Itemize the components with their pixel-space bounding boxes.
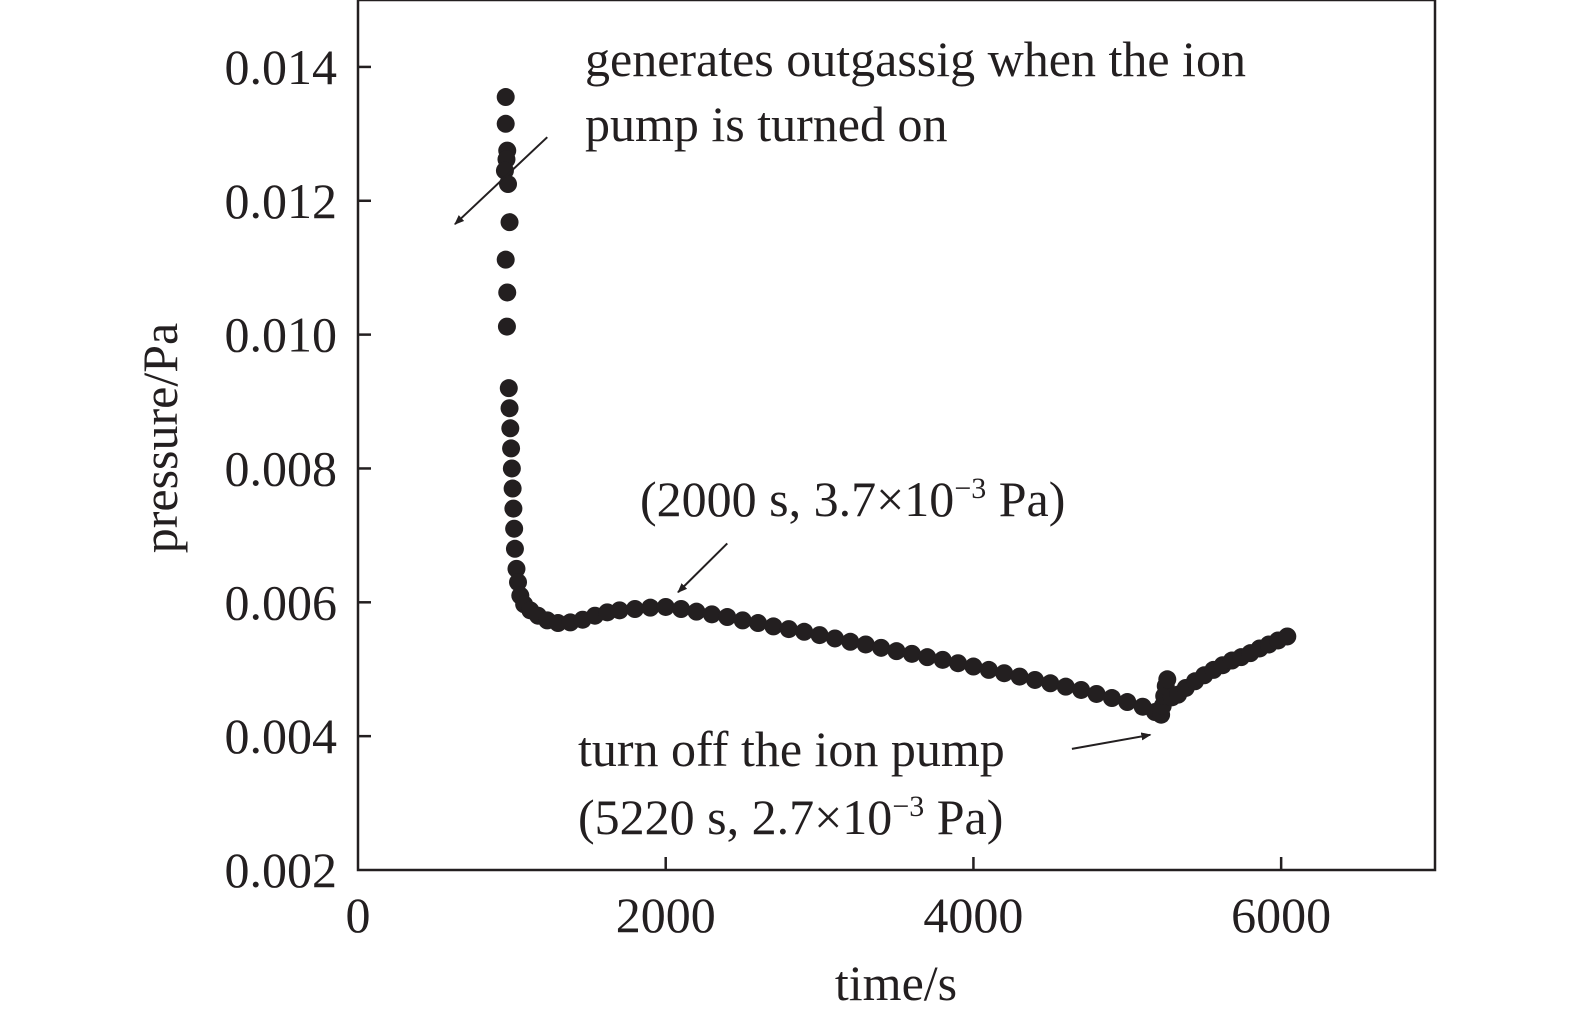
data-point [718,608,737,627]
data-point [496,114,515,133]
annotation-point-2000-exponent: −3 [954,472,986,505]
data-point [504,499,523,518]
data-point [749,614,768,633]
y-axis-title: pressure/Pa [132,323,188,554]
data-point [501,419,520,438]
annotation-pump-off-unit: Pa) [924,789,1003,845]
y-tick-label: 0.002 [225,842,338,898]
data-point [500,213,519,232]
data-point [1158,670,1177,689]
data-point [610,601,629,620]
data-point [795,622,814,641]
data-point [509,573,528,592]
data-point [764,617,783,636]
annotation-point-2000-base: (2000 s, 3.7×10 [640,471,954,527]
data-point [1072,680,1091,699]
data-point [1025,670,1044,689]
data-point [1087,684,1106,703]
data-point [503,479,522,498]
data-point [1056,677,1075,696]
data-point [500,399,519,418]
data-point [872,638,891,657]
data-point [825,629,844,648]
data-point [499,175,518,194]
annotation-outgassing-arrow [454,136,548,225]
data-point [496,88,515,107]
annotation-pump-off-line2: (5220 s, 2.7×10−3 Pa) [578,789,1003,845]
annotation-point-2000-unit: Pa) [986,471,1065,527]
annotation-pump-off-exponent: −3 [892,790,924,823]
data-point [733,611,752,630]
x-tick-label: 6000 [1231,887,1331,943]
data-point [1102,689,1121,708]
annotation-point-2000-arrow [677,542,728,593]
data-point [687,602,706,621]
data-point [949,654,968,673]
data-point [656,597,675,616]
x-tick-label: 0 [346,887,371,943]
data-point [841,632,860,651]
annotation-point-2000-text: (2000 s, 3.7×10−3 Pa) [640,471,1065,527]
y-tick-label: 0.004 [225,708,338,764]
annotation-point-2000: (2000 s, 3.7×10−3 Pa) [640,471,1065,593]
data-point [979,660,998,679]
data-point [505,519,524,538]
annotation-pump-off: turn off the ion pump (5220 s, 2.7×10−3 … [578,721,1152,845]
data-point [856,635,875,654]
annotation-outgassing-line1: generates outgassig when the ion [585,31,1246,87]
y-tick-label: 0.008 [225,440,338,496]
annotation-pump-off-base: (5220 s, 2.7×10 [578,789,892,845]
data-point [918,648,937,667]
data-point [779,620,798,639]
plot-frame [356,0,1437,872]
data-point [499,379,518,398]
data-points [495,88,1297,724]
annotation-pump-off-arrow [1071,732,1152,750]
y-tick-label: 0.006 [225,574,338,630]
data-point [672,600,691,618]
data-point [702,605,721,624]
y-tick-label: 0.014 [225,39,338,95]
y-axis-ticks: 0.002 0.004 0.006 0.008 0.010 0.012 0.014 [225,39,371,898]
x-tick-label: 4000 [923,887,1023,943]
data-point [625,600,644,618]
y-tick-label: 0.012 [225,173,338,229]
data-point [1010,667,1029,686]
data-point [505,539,524,558]
data-point [502,439,521,458]
data-point [1118,693,1137,712]
annotation-pump-off-line1: turn off the ion pump [578,721,1005,777]
data-point [497,317,516,336]
annotation-outgassing-line2: pump is turned on [585,96,947,152]
x-tick-label: 2000 [616,887,716,943]
annotation-outgassing: generates outgassig when the ion pump is… [454,31,1246,225]
data-point [502,459,521,478]
x-axis-ticks: 0 2000 4000 6000 [346,857,1331,943]
data-point [1041,674,1060,693]
data-point [507,559,526,578]
data-point [496,250,515,269]
data-point [933,650,952,669]
data-point [810,626,829,645]
x-axis-title: time/s [835,955,957,1011]
data-point [641,598,660,617]
data-point [902,644,921,663]
data-point [995,664,1014,683]
data-point [964,657,983,676]
data-point [498,283,517,302]
data-point [887,642,906,661]
data-point [1278,627,1297,646]
y-tick-label: 0.010 [225,307,338,363]
